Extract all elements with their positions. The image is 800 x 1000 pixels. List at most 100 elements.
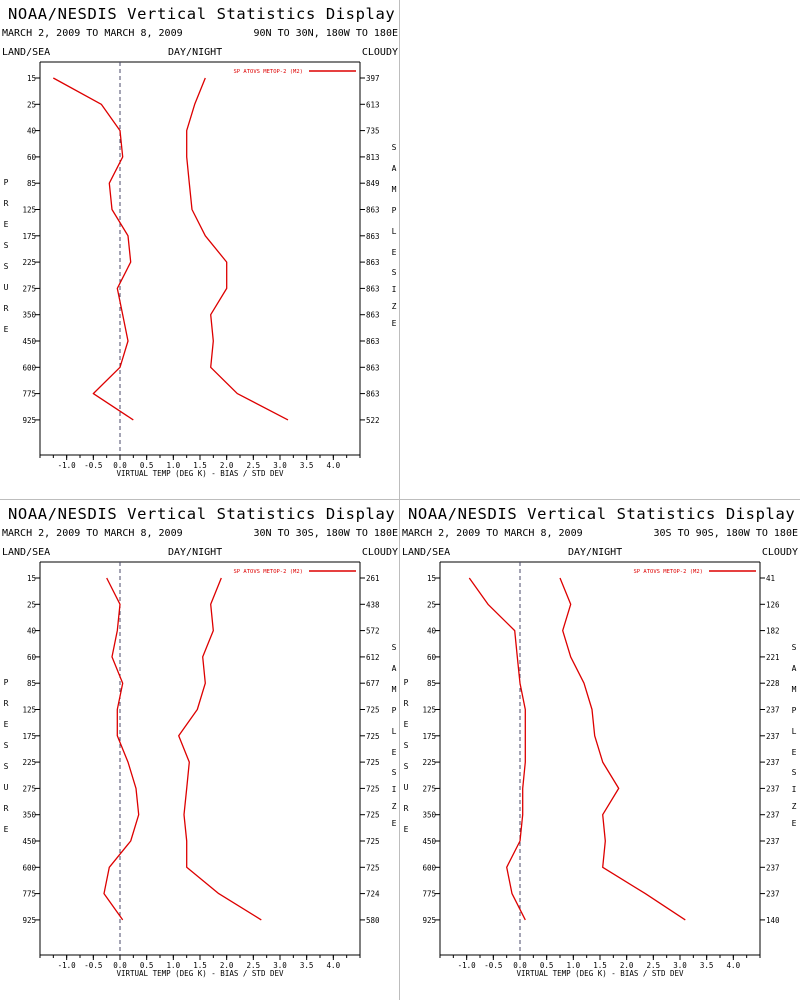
pressure-tick-label: 40 <box>27 627 37 636</box>
sample-size-label: 612 <box>366 653 380 662</box>
pressure-axis-letter: E <box>4 825 9 834</box>
pressure-axis-letter: E <box>4 325 9 334</box>
pressure-axis-letter: S <box>4 262 9 271</box>
pressure-tick-label: 600 <box>22 863 36 872</box>
pressure-axis-letter: R <box>404 699 409 708</box>
pressure-tick-label: 600 <box>422 863 436 872</box>
sample-size-label: 735 <box>366 127 380 136</box>
day-night-label: DAY/NIGHT <box>168 547 223 558</box>
size-axis-letter: E <box>392 319 397 328</box>
sample-axis-letter: P <box>392 206 397 215</box>
pressure-tick-label: 225 <box>422 758 436 767</box>
sample-size-label: 813 <box>366 153 380 162</box>
pressure-tick-label: 85 <box>27 679 36 688</box>
x-tick-label: 4.0 <box>327 461 341 470</box>
x-tick-label: -0.5 <box>484 961 502 970</box>
sample-size-label: 237 <box>766 890 780 899</box>
pressure-axis-letter: U <box>4 783 9 792</box>
x-tick-label: -0.5 <box>84 961 102 970</box>
pressure-tick-label: 225 <box>22 758 36 767</box>
sample-axis-letter: L <box>392 727 397 736</box>
sample-size-label: 237 <box>766 863 780 872</box>
pressure-tick-label: 15 <box>27 74 36 83</box>
day-night-label: DAY/NIGHT <box>168 47 223 58</box>
pressure-tick-label: 85 <box>427 679 436 688</box>
sample-axis-letter: P <box>392 706 397 715</box>
x-tick-label: 2.5 <box>247 461 261 470</box>
size-axis-letter: S <box>792 768 797 777</box>
pressure-tick-label: 350 <box>422 811 436 820</box>
panel-title: NOAA/NESDIS Vertical Statistics Display <box>8 5 396 23</box>
legend-label: SP ATOVS METOP-2 (M2) <box>633 569 703 575</box>
sample-size-label: 580 <box>366 916 380 925</box>
sample-size-label: 237 <box>766 732 780 741</box>
pressure-tick-label: 85 <box>27 179 36 188</box>
x-tick-label: 0.5 <box>140 461 154 470</box>
pressure-tick-label: 225 <box>22 258 36 267</box>
sample-size-label: 126 <box>766 600 780 609</box>
sample-axis-letter: P <box>792 706 797 715</box>
sample-size-label: 237 <box>766 811 780 820</box>
sample-axis-letter: A <box>392 664 397 673</box>
x-tick-label: 0.5 <box>140 961 154 970</box>
sample-axis-letter: A <box>792 664 797 673</box>
date-range: MARCH 2, 2009 TO MARCH 8, 2009 <box>2 28 183 39</box>
size-axis-letter: I <box>392 285 397 294</box>
sample-size-label: 237 <box>766 837 780 846</box>
x-tick-label: 3.5 <box>700 961 714 970</box>
x-tick-label: 1.0 <box>167 461 181 470</box>
size-axis-letter: I <box>792 785 797 794</box>
date-range: MARCH 2, 2009 TO MARCH 8, 2009 <box>402 528 583 539</box>
land-sea-label: LAND/SEA <box>2 547 51 558</box>
bias-series-line <box>52 77 134 421</box>
pressure-tick-label: 775 <box>22 890 36 899</box>
region-label: 30S TO 90S, 180W TO 180E <box>653 528 799 539</box>
x-tick-label: 2.0 <box>620 961 634 970</box>
x-axis-label: VIRTUAL TEMP (DEG K) - BIAS / STD DEV <box>516 969 684 978</box>
pressure-tick-label: 40 <box>427 627 437 636</box>
pressure-axis-letter: E <box>404 825 409 834</box>
x-tick-label: 2.5 <box>247 961 261 970</box>
sample-axis-letter: S <box>392 643 397 652</box>
pressure-tick-label: 450 <box>422 837 436 846</box>
sample-axis-letter: S <box>392 143 397 152</box>
sample-size-label: 863 <box>366 390 380 399</box>
bias-series-line <box>468 577 526 921</box>
size-axis-letter: Z <box>792 802 797 811</box>
std-dev-series-line <box>178 577 262 921</box>
x-tick-label: 0.0 <box>113 961 127 970</box>
pressure-tick-label: 125 <box>22 706 36 715</box>
pressure-tick-label: 40 <box>27 127 37 136</box>
sample-size-label: 522 <box>366 416 380 425</box>
x-tick-label: 4.0 <box>327 961 341 970</box>
x-tick-label: 0.0 <box>113 461 127 470</box>
x-tick-label: 3.0 <box>273 461 287 470</box>
x-tick-label: 2.0 <box>220 961 234 970</box>
pressure-tick-label: 15 <box>27 574 36 583</box>
sample-size-label: 725 <box>366 837 380 846</box>
sample-size-label: 221 <box>766 653 780 662</box>
pressure-axis-letter: E <box>4 220 9 229</box>
sample-axis-letter: M <box>392 185 397 194</box>
bias-series-line <box>103 577 140 921</box>
sample-axis-letter: L <box>792 727 797 736</box>
x-tick-label: 2.0 <box>220 461 234 470</box>
sample-size-label: 863 <box>366 258 380 267</box>
sample-size-label: 725 <box>366 758 380 767</box>
cloudy-label: CLOUDY <box>361 547 398 558</box>
pressure-tick-label: 450 <box>22 837 36 846</box>
size-axis-letter: E <box>792 819 797 828</box>
x-tick-label: -0.5 <box>84 461 102 470</box>
sample-axis-letter: M <box>392 685 397 694</box>
sample-size-label: 228 <box>766 679 780 688</box>
pressure-axis-letter: P <box>404 678 409 687</box>
pressure-tick-label: 275 <box>422 784 436 793</box>
sample-axis-letter: E <box>392 248 397 257</box>
x-tick-label: 0.5 <box>540 961 554 970</box>
pressure-tick-label: 175 <box>422 732 436 741</box>
land-sea-label: LAND/SEA <box>402 547 451 558</box>
pressure-tick-label: 175 <box>22 232 36 241</box>
sample-size-label: 613 <box>366 100 380 109</box>
sample-axis-letter: S <box>792 643 797 652</box>
size-axis-letter: I <box>392 785 397 794</box>
